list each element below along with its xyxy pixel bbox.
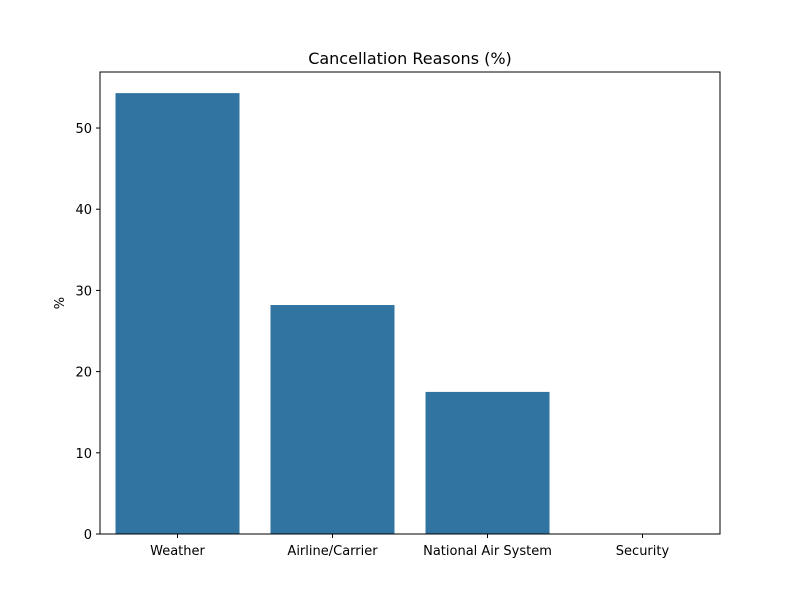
y-axis-label: % — [53, 297, 68, 309]
ticks-layer: Weather Airline/Carrier National Air Syste… — [75, 122, 669, 559]
bar-national-air-system — [425, 391, 550, 534]
y-tick-label: 10 — [75, 447, 92, 462]
bar-weather — [115, 93, 240, 534]
y-tick-label: 20 — [75, 366, 92, 381]
x-tick-label: Airline/Carrier — [287, 544, 378, 559]
bars-layer — [115, 93, 550, 534]
plot-frame — [99, 71, 721, 535]
chart-title: Cancellation Reasons (%) — [308, 49, 512, 68]
y-tick-label: 0 — [84, 528, 92, 543]
bar-airline-carrier — [270, 305, 395, 534]
y-tick-label: 40 — [75, 203, 92, 218]
x-tick-label: National Air System — [423, 544, 552, 559]
x-tick-label: Weather — [150, 544, 205, 559]
x-tick-label: Security — [616, 544, 670, 559]
y-tick-label: 30 — [75, 284, 92, 299]
y-tick-label: 50 — [75, 122, 92, 137]
